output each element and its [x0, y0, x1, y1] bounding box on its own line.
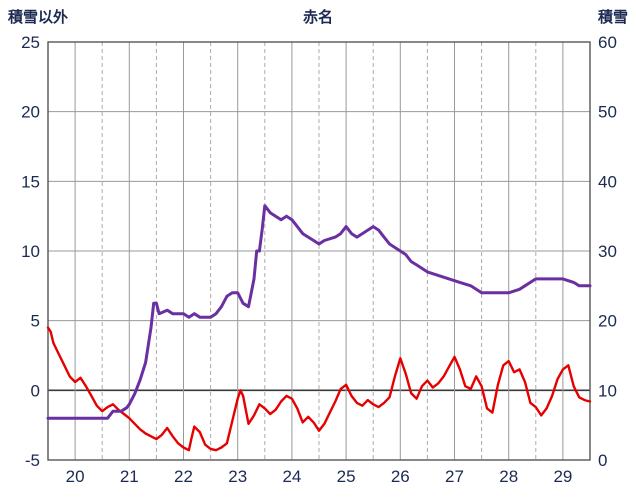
series-line-積雪以外	[46, 326, 592, 452]
x-axis-tick-label: 26	[391, 467, 410, 486]
left-axis-tick-label: 15	[21, 172, 40, 191]
x-axis-tick-label: 28	[499, 467, 518, 486]
x-axis-tick-label: 22	[174, 467, 193, 486]
chart-title: 赤名	[302, 9, 333, 26]
left-axis-title: 積雪以外	[8, 9, 69, 26]
right-axis-tick-label: 30	[598, 242, 617, 261]
right-axis-tick-label: 50	[598, 103, 617, 122]
x-axis-tick-label: 23	[228, 467, 247, 486]
right-axis-tick-label: 40	[598, 172, 617, 191]
x-axis-tick-label: 25	[337, 467, 356, 486]
right-axis-tick-label: 20	[598, 312, 617, 331]
left-axis-tick-label: -5	[25, 451, 40, 470]
x-axis-tick-label: 20	[66, 467, 85, 486]
right-axis-title: 積雪	[597, 9, 628, 26]
left-axis-tick-label: 20	[21, 103, 40, 122]
right-axis-tick-label: 10	[598, 381, 617, 400]
left-axis-tick-label: 5	[31, 312, 40, 331]
left-axis-tick-label: 25	[21, 33, 40, 52]
x-axis-tick-label: 27	[445, 467, 464, 486]
x-axis-tick-label: 24	[282, 467, 301, 486]
x-axis-tick-label: 21	[120, 467, 139, 486]
plot-frame	[47, 41, 591, 461]
x-axis-tick-label: 29	[553, 467, 572, 486]
right-axis-tick-label: 0	[598, 451, 607, 470]
left-axis-tick-label: 10	[21, 242, 40, 261]
series-line-積雪	[46, 204, 592, 420]
right-axis-tick-label: 60	[598, 33, 617, 52]
left-axis-tick-label: 0	[31, 381, 40, 400]
